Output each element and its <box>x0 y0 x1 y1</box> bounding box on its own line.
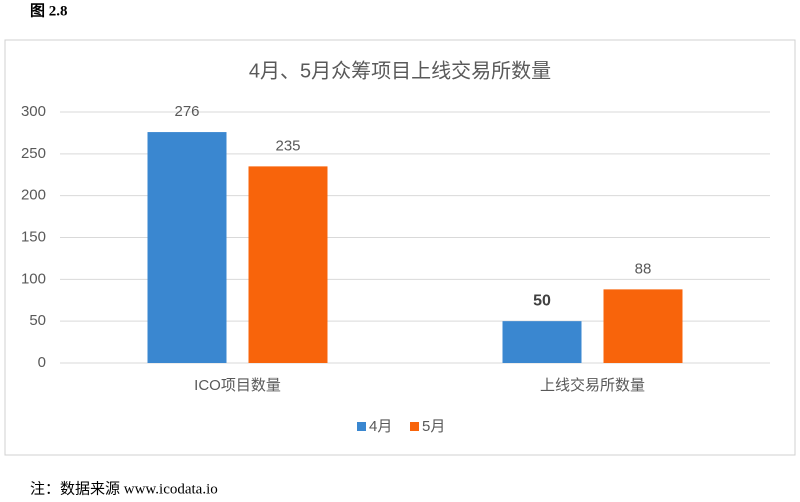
bar <box>248 166 328 363</box>
legend-label: 5月 <box>422 418 445 435</box>
data-label: 88 <box>635 260 652 277</box>
y-tick-label: 0 <box>38 354 46 371</box>
figure-label: 图 2.8 <box>30 2 68 19</box>
legend-swatch <box>410 422 419 431</box>
legend-label: 4月 <box>369 418 392 435</box>
bar <box>603 289 683 363</box>
bar <box>502 321 582 363</box>
y-tick-label: 300 <box>21 103 46 120</box>
legend-swatch <box>357 422 366 431</box>
y-tick-label: 250 <box>21 145 46 162</box>
note: 注：数据来源 www.icodata.io <box>30 480 218 497</box>
data-label: 235 <box>275 137 300 154</box>
bar <box>147 132 227 363</box>
y-tick-label: 200 <box>21 187 46 204</box>
data-label: 276 <box>174 103 199 120</box>
chart-frame <box>4 39 796 456</box>
x-tick-label: 上线交易所数量 <box>540 376 645 394</box>
chart-title: 4月、5月众筹项目上线交易所数量 <box>249 59 551 82</box>
x-tick-label: ICO项目数量 <box>194 377 281 394</box>
y-tick-label: 100 <box>21 270 46 287</box>
data-label: 50 <box>533 292 551 309</box>
y-tick-label: 50 <box>29 312 46 329</box>
y-tick-label: 150 <box>21 228 46 245</box>
